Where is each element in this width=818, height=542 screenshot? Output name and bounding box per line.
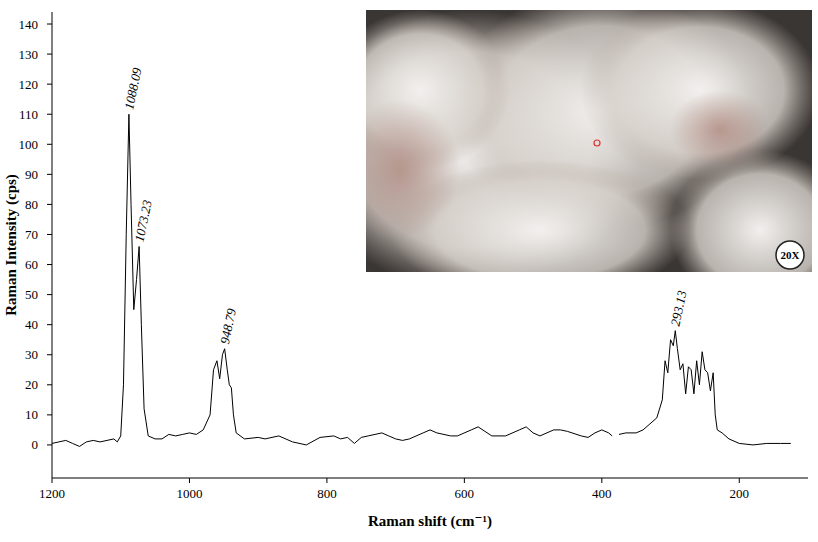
peak-label: 293.13	[668, 289, 690, 328]
y-tick	[47, 414, 52, 415]
y-tick	[47, 444, 52, 445]
x-axis	[52, 478, 808, 479]
y-tick-label: 90	[25, 167, 38, 182]
y-tick	[47, 384, 52, 385]
y-tick-label: 10	[25, 407, 38, 422]
x-axis-title: Raman shift (cm⁻¹)	[368, 513, 492, 530]
y-tick-label: 0	[32, 437, 39, 452]
y-tick	[47, 234, 52, 235]
y-tick	[47, 354, 52, 355]
y-tick-label: 140	[19, 17, 39, 32]
y-tick	[47, 264, 52, 265]
peak-label: 948.79	[217, 307, 239, 346]
y-tick	[47, 114, 52, 115]
inset-label: 20X	[781, 249, 800, 261]
y-tick-label: 130	[19, 47, 39, 62]
y-tick-label: 60	[25, 257, 38, 272]
y-tick	[47, 84, 52, 85]
y-tick	[47, 324, 52, 325]
y-axis	[52, 12, 53, 478]
x-tick	[464, 478, 465, 483]
peak-label: 1073.23	[131, 198, 155, 243]
x-tick-label: 400	[592, 486, 612, 501]
y-tick-label: 20	[25, 377, 38, 392]
y-tick	[47, 174, 52, 175]
y-axis-title: Raman Intensity (cps)	[3, 174, 20, 316]
y-tick	[47, 24, 52, 25]
y-tick-label: 70	[25, 227, 38, 242]
chart: 0 10 20 30 40 50 60 70 80 90 100 110 120 130 140 1200 10…	[0, 0, 818, 542]
y-tick	[47, 204, 52, 205]
x-tick-label: 200	[730, 486, 750, 501]
peak-label: 1088.09	[121, 66, 145, 111]
inset-photo: 20X	[300, 0, 818, 310]
y-tick	[47, 144, 52, 145]
x-tick	[739, 478, 740, 483]
x-tick-label: 800	[317, 486, 337, 501]
x-tick-label: 600	[455, 486, 475, 501]
x-tick	[189, 478, 190, 483]
x-tick	[52, 478, 53, 483]
y-tick-label: 50	[25, 287, 38, 302]
y-tick	[47, 54, 52, 55]
y-tick-label: 110	[19, 107, 38, 122]
y-tick-label: 40	[25, 317, 38, 332]
y-tick-label: 100	[19, 137, 39, 152]
x-tick-label: 1200	[39, 486, 65, 501]
x-tick-label: 1000	[176, 486, 202, 501]
y-tick-label: 30	[25, 347, 38, 362]
y-tick-label: 80	[25, 197, 38, 212]
x-tick	[326, 478, 327, 483]
y-tick	[47, 294, 52, 295]
x-tick	[601, 478, 602, 483]
y-tick-label: 120	[19, 77, 39, 92]
